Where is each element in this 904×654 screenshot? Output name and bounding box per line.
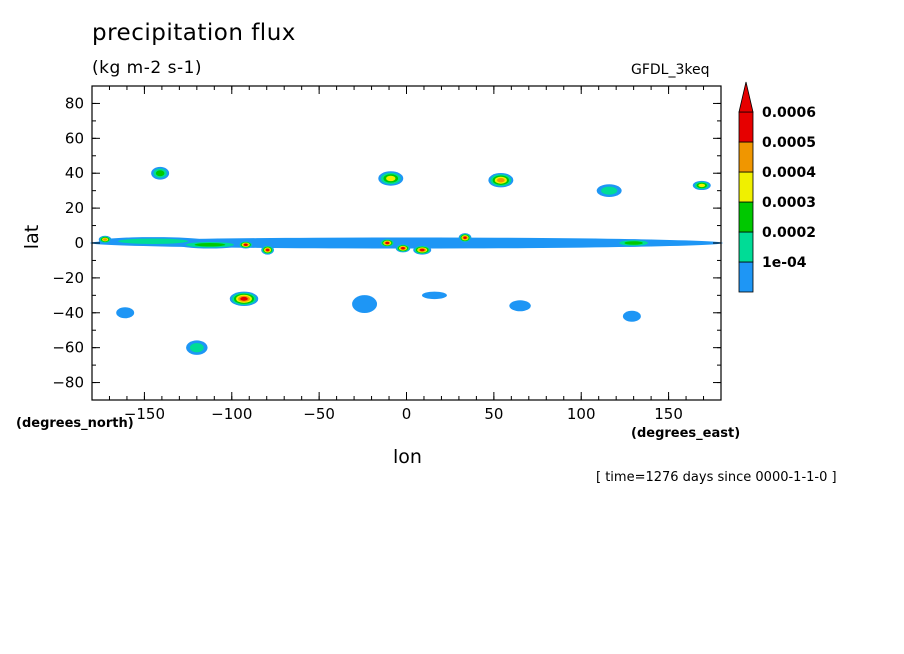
colorbar-label: 0.0002 [762, 225, 816, 241]
time-label: [ time=1276 days since 0000-1-1-0 ] [596, 470, 837, 485]
chart-title: precipitation flux [92, 20, 296, 46]
colorbar-segment-4 [738, 171, 754, 203]
contour-region-21-level-1 [622, 310, 641, 322]
contour-region-5-level-6 [265, 248, 270, 252]
y-tick-label: 80 [65, 94, 84, 112]
colorbar-segment-3 [738, 201, 754, 233]
colorbar-segment-6 [738, 111, 754, 143]
chart-units: (kg m-2 s-1) [92, 58, 203, 78]
x-tick-label: 100 [567, 405, 596, 423]
x-tick-label: −50 [303, 405, 335, 423]
contour-region-13-level-5 [496, 177, 505, 183]
contour-region-12-level-4 [386, 175, 396, 182]
colorbar-label: 0.0004 [762, 165, 816, 181]
colorbar-segment-2 [738, 231, 754, 263]
contour-region-2-level-3 [194, 242, 226, 247]
y-tick-label: 0 [74, 234, 84, 252]
contour-region-18-level-1 [352, 295, 378, 314]
contour-region-3-level-5 [103, 238, 108, 241]
contour-region-10-level-3 [624, 241, 643, 245]
colorbar-segment-1 [738, 261, 754, 293]
y-tick-label: −60 [52, 339, 84, 357]
y-tick-label: −80 [52, 374, 84, 392]
y-units-label: (degrees_north) [16, 416, 134, 431]
x-units-label: (degrees_east) [631, 426, 741, 441]
contour-region-4-level-6 [243, 243, 248, 246]
contour-region-6-level-6 [385, 241, 390, 245]
contour-region-7-level-6 [401, 247, 405, 250]
contour-region-11-level-3 [155, 170, 165, 177]
contour-region-16-level-6 [240, 296, 248, 301]
x-tick-label: −100 [211, 405, 252, 423]
model-label: GFDL_3keq [631, 62, 710, 78]
x-tick-label: 50 [484, 405, 503, 423]
colorbar-segment-5 [738, 141, 754, 173]
contour-region-22-level-1 [116, 307, 135, 319]
x-tick-label: 150 [654, 405, 683, 423]
contour-region-8-level-6 [419, 248, 425, 252]
colorbar-extend-arrow [738, 81, 754, 113]
colorbar-label: 0.0003 [762, 195, 816, 211]
x-tick-label: −150 [124, 405, 165, 423]
contour-region-17-level-2 [189, 343, 204, 353]
colorbar-label: 1e-04 [762, 255, 807, 271]
contour-region-19-level-1 [421, 291, 447, 300]
contour-region-14-level-2 [601, 186, 618, 195]
y-tick-label: 60 [65, 129, 84, 147]
y-tick-label: −20 [52, 269, 84, 287]
y-tick-label: 20 [65, 199, 84, 217]
contour-region-1-level-2 [118, 238, 189, 244]
contour-region-15-level-4 [698, 183, 706, 188]
contour-region-20-level-1 [509, 300, 531, 312]
y-tick-label: 40 [65, 164, 84, 182]
x-tick-label: 0 [402, 405, 412, 423]
colorbar-label: 0.0005 [762, 135, 816, 151]
x-axis-label: lon [393, 446, 422, 468]
y-tick-label: −40 [52, 304, 84, 322]
colorbar-label: 0.0006 [762, 105, 816, 121]
contour-region-9-level-6 [463, 236, 467, 239]
